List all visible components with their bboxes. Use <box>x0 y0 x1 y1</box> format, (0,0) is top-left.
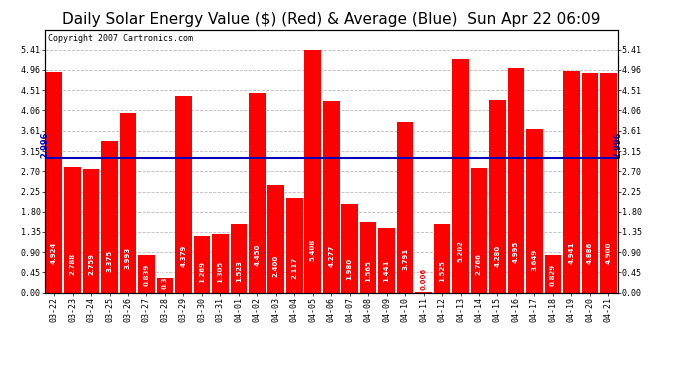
Bar <box>323 100 339 292</box>
Text: 0.829: 0.829 <box>550 264 556 286</box>
Text: 2.117: 2.117 <box>291 257 297 279</box>
Bar <box>544 255 561 292</box>
Bar <box>378 228 395 292</box>
Text: 4.900: 4.900 <box>605 242 611 264</box>
Bar <box>194 236 210 292</box>
Text: 3.375: 3.375 <box>106 250 112 272</box>
Text: 5.408: 5.408 <box>310 239 316 261</box>
Bar <box>452 59 469 292</box>
Text: 1.441: 1.441 <box>384 260 390 282</box>
Bar <box>563 71 580 292</box>
Text: 1.269: 1.269 <box>199 261 205 284</box>
Bar <box>304 50 321 292</box>
Text: 4.379: 4.379 <box>180 244 186 267</box>
Text: 3.791: 3.791 <box>402 248 408 270</box>
Text: 1.565: 1.565 <box>365 260 371 282</box>
Bar <box>268 185 284 292</box>
Bar <box>526 129 543 292</box>
Bar <box>46 72 62 292</box>
Bar <box>138 255 155 292</box>
Bar <box>508 68 524 292</box>
Text: 4.995: 4.995 <box>513 241 519 263</box>
Text: 4.280: 4.280 <box>495 245 500 267</box>
Bar <box>600 73 617 292</box>
Text: 1.525: 1.525 <box>439 260 445 282</box>
Text: 3.649: 3.649 <box>531 248 538 271</box>
Text: 2.996: 2.996 <box>613 132 622 158</box>
Bar <box>360 222 377 292</box>
Text: 5.202: 5.202 <box>457 240 464 262</box>
Bar <box>119 113 137 292</box>
Text: Copyright 2007 Cartronics.com: Copyright 2007 Cartronics.com <box>48 34 193 43</box>
Text: 2.788: 2.788 <box>70 253 76 275</box>
Text: 3.993: 3.993 <box>125 246 131 269</box>
Bar <box>157 278 173 292</box>
Text: 0.006: 0.006 <box>421 268 426 290</box>
Bar <box>64 167 81 292</box>
Text: 0.323: 0.323 <box>162 266 168 288</box>
Title: Daily Solar Energy Value ($) (Red) & Average (Blue)  Sun Apr 22 06:09: Daily Solar Energy Value ($) (Red) & Ave… <box>62 12 600 27</box>
Text: 1.980: 1.980 <box>346 257 353 280</box>
Text: 4.886: 4.886 <box>586 242 593 264</box>
Bar <box>249 93 266 292</box>
Bar <box>175 96 192 292</box>
Bar <box>471 168 487 292</box>
Bar <box>582 73 598 292</box>
Bar <box>434 224 451 292</box>
Text: 2.996: 2.996 <box>40 132 50 158</box>
Bar <box>230 224 247 292</box>
Bar <box>83 169 99 292</box>
Text: 4.941: 4.941 <box>569 241 574 264</box>
Text: 1.305: 1.305 <box>217 261 224 283</box>
Text: 2.766: 2.766 <box>476 254 482 275</box>
Bar <box>489 100 506 292</box>
Bar <box>286 198 303 292</box>
Bar <box>101 141 118 292</box>
Bar <box>397 122 413 292</box>
Text: 4.277: 4.277 <box>328 245 334 267</box>
Bar <box>212 234 228 292</box>
Text: 4.924: 4.924 <box>51 242 57 264</box>
Text: 1.523: 1.523 <box>236 260 241 282</box>
Bar <box>342 204 358 292</box>
Text: 4.450: 4.450 <box>255 244 260 266</box>
Text: 0.839: 0.839 <box>144 264 150 286</box>
Text: 2.759: 2.759 <box>88 254 94 275</box>
Text: 2.400: 2.400 <box>273 255 279 278</box>
